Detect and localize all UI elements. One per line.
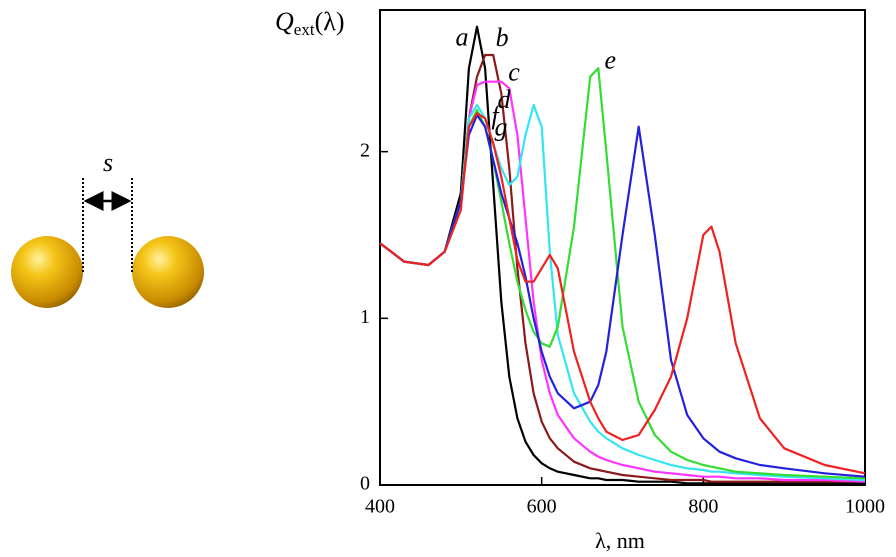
x-tick-label: 800 xyxy=(688,496,718,518)
plot-frame xyxy=(379,9,866,486)
series-line xyxy=(379,112,866,475)
series-line xyxy=(379,80,866,483)
x-tick-label: 1000 xyxy=(845,496,885,518)
x-tick-label: 400 xyxy=(365,496,395,518)
series-line xyxy=(379,25,865,485)
x-axis-label: λ, nm xyxy=(595,528,645,553)
particle xyxy=(132,236,204,308)
series-label: c xyxy=(508,58,520,87)
y-axis-label: Qext(λ) xyxy=(275,7,345,39)
particle xyxy=(11,236,83,308)
gap-label: s xyxy=(103,148,113,177)
series-label: e xyxy=(604,45,616,74)
x-tick-label: 600 xyxy=(527,496,557,518)
series-line xyxy=(379,103,866,482)
series-label: d xyxy=(498,85,512,114)
series-line xyxy=(379,67,866,480)
series-line xyxy=(379,113,866,478)
series-label: b xyxy=(496,23,509,52)
series-label: f xyxy=(491,101,502,130)
series-label: g xyxy=(495,112,508,141)
y-tick-label: 0 xyxy=(360,473,370,495)
y-label-subscript: ext xyxy=(294,20,315,39)
y-tick-label: 1 xyxy=(360,306,370,328)
series-label: a xyxy=(456,23,469,52)
y-tick-label: 2 xyxy=(360,139,370,161)
y-label-symbol: Q xyxy=(275,7,294,36)
dimer-diagram: s xyxy=(11,148,204,308)
series-line xyxy=(379,53,865,483)
y-label-argument: (λ) xyxy=(315,7,345,36)
plot: 400 600 800 1000 0 1 2 a bcd e fg xyxy=(360,23,885,518)
